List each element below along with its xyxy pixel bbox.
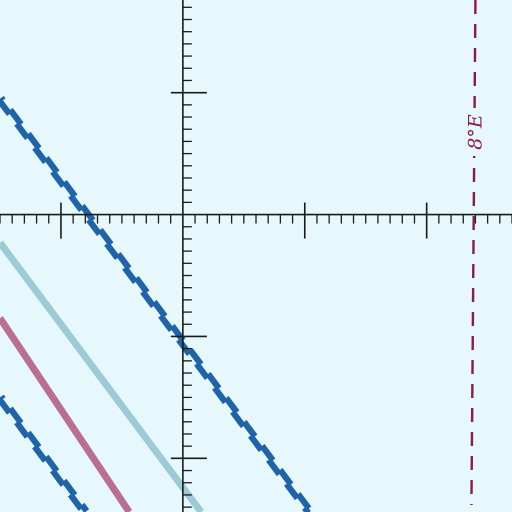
series-curve-a-dash-b [0,95,314,512]
series-curve-b [0,240,204,512]
series-curve-d-dash-a [0,397,86,512]
series-curve-a-dash-a [0,98,310,512]
annotation-label: 8°E [464,114,486,150]
annotation-layer: 8°E [464,0,486,506]
series-curve-c [0,316,133,512]
annotation-line [470,0,477,506]
series-layer [0,95,314,512]
series-curve-d-dash-b [0,394,90,512]
annotation-label-bg [465,108,486,156]
series-curve-d-core [0,396,87,512]
series-curve-a-core [0,97,311,512]
